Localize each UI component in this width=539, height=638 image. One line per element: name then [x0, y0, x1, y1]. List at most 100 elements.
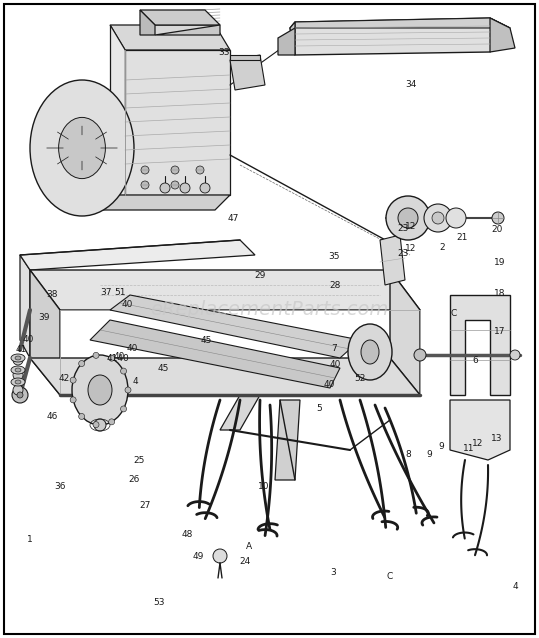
Text: 42: 42	[59, 374, 70, 383]
Text: 5: 5	[316, 404, 322, 413]
Text: 4: 4	[513, 582, 518, 591]
Ellipse shape	[11, 366, 25, 374]
Polygon shape	[290, 18, 510, 55]
Text: 2: 2	[439, 243, 445, 252]
Text: 47: 47	[227, 214, 239, 223]
Text: 11: 11	[463, 444, 475, 453]
Ellipse shape	[93, 422, 99, 427]
Polygon shape	[230, 55, 260, 60]
Ellipse shape	[386, 196, 430, 240]
Text: 9: 9	[438, 442, 444, 451]
Text: 35: 35	[328, 252, 340, 261]
Text: 28: 28	[329, 281, 341, 290]
Polygon shape	[390, 270, 420, 395]
Ellipse shape	[109, 355, 115, 361]
Ellipse shape	[213, 549, 227, 563]
Ellipse shape	[11, 354, 25, 362]
Text: 18: 18	[494, 289, 506, 298]
Ellipse shape	[72, 355, 128, 425]
Text: C: C	[451, 309, 457, 318]
Text: 12: 12	[405, 244, 417, 253]
Ellipse shape	[196, 166, 204, 174]
Polygon shape	[30, 270, 60, 395]
Polygon shape	[20, 240, 255, 270]
Text: 1: 1	[27, 535, 32, 544]
Polygon shape	[140, 10, 155, 35]
Ellipse shape	[93, 352, 99, 359]
Text: 51: 51	[114, 288, 126, 297]
Ellipse shape	[30, 80, 134, 216]
Text: 12: 12	[405, 222, 417, 231]
Ellipse shape	[398, 208, 418, 228]
Polygon shape	[230, 55, 265, 90]
Text: 13: 13	[491, 434, 503, 443]
Text: 40: 40	[114, 352, 126, 360]
Text: 25: 25	[133, 456, 145, 465]
Polygon shape	[20, 255, 30, 358]
Text: 23: 23	[397, 249, 409, 258]
Polygon shape	[290, 22, 295, 55]
Ellipse shape	[17, 392, 23, 398]
Ellipse shape	[11, 378, 25, 386]
Text: 12: 12	[472, 439, 483, 448]
Text: eReplacementParts.com: eReplacementParts.com	[150, 300, 389, 319]
Ellipse shape	[180, 183, 190, 193]
Text: 40: 40	[127, 345, 139, 353]
Ellipse shape	[88, 375, 112, 405]
Text: 49: 49	[192, 553, 204, 561]
Text: A: A	[246, 542, 252, 551]
Text: 29: 29	[254, 271, 266, 280]
Ellipse shape	[79, 360, 85, 367]
Ellipse shape	[94, 419, 106, 431]
Ellipse shape	[70, 397, 76, 403]
Ellipse shape	[171, 181, 179, 189]
Text: 40: 40	[122, 300, 134, 309]
Polygon shape	[110, 295, 360, 358]
Polygon shape	[140, 10, 220, 25]
Ellipse shape	[125, 387, 131, 393]
Text: 40: 40	[329, 360, 341, 369]
Polygon shape	[90, 320, 340, 388]
Ellipse shape	[79, 413, 85, 419]
Ellipse shape	[424, 204, 452, 232]
Ellipse shape	[361, 340, 379, 364]
Ellipse shape	[15, 368, 21, 372]
Text: 40: 40	[22, 335, 34, 344]
Text: 24: 24	[240, 557, 251, 566]
Text: 23: 23	[397, 224, 409, 233]
Text: 45: 45	[157, 364, 169, 373]
Polygon shape	[380, 235, 405, 285]
Text: 21: 21	[457, 233, 468, 242]
Ellipse shape	[12, 387, 28, 403]
Text: 8: 8	[406, 450, 411, 459]
Ellipse shape	[121, 406, 127, 412]
Ellipse shape	[348, 324, 392, 380]
Text: 41: 41	[16, 345, 27, 354]
Text: 53: 53	[153, 598, 165, 607]
Ellipse shape	[141, 166, 149, 174]
Ellipse shape	[414, 349, 426, 361]
Ellipse shape	[13, 385, 23, 395]
Polygon shape	[30, 358, 420, 395]
Polygon shape	[490, 18, 515, 52]
Ellipse shape	[121, 368, 127, 374]
Polygon shape	[450, 400, 510, 460]
Text: 19: 19	[494, 258, 506, 267]
Polygon shape	[30, 270, 420, 310]
Ellipse shape	[171, 166, 179, 174]
Text: 3: 3	[330, 568, 336, 577]
Ellipse shape	[446, 208, 466, 228]
Ellipse shape	[510, 350, 520, 360]
Text: 33: 33	[218, 48, 230, 57]
Ellipse shape	[13, 370, 23, 380]
Ellipse shape	[109, 419, 115, 425]
Ellipse shape	[59, 117, 106, 179]
Text: 39: 39	[38, 313, 50, 322]
Text: 38: 38	[46, 290, 58, 299]
Ellipse shape	[70, 377, 76, 383]
Polygon shape	[155, 25, 220, 35]
Text: 20: 20	[491, 225, 503, 234]
Polygon shape	[95, 195, 230, 210]
Ellipse shape	[432, 212, 444, 224]
Polygon shape	[275, 400, 300, 480]
